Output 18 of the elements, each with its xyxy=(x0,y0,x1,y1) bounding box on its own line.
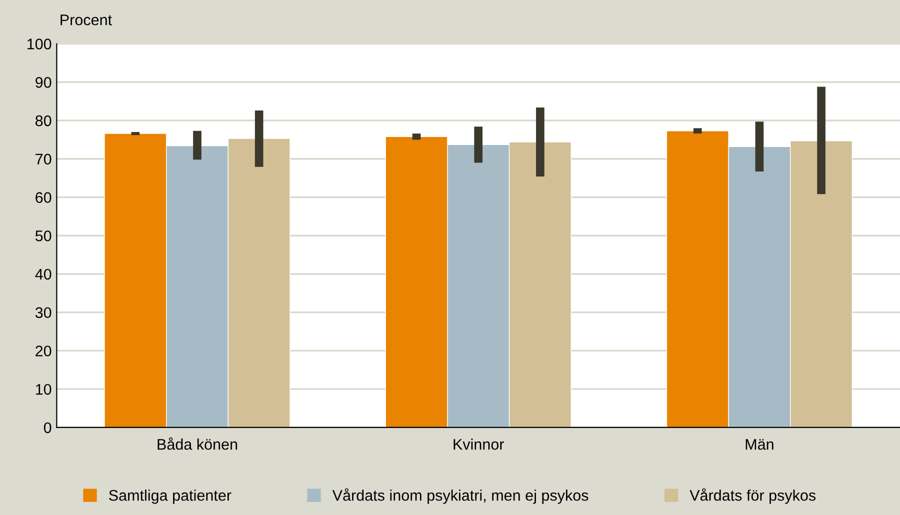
x-tick-label: Kvinnor xyxy=(454,438,504,450)
y-tick-label: 70 xyxy=(36,154,52,165)
y-tick-label: 50 xyxy=(35,230,52,242)
legend-label: Vårdats inom psykiatri, men ej psykos xyxy=(332,488,588,504)
y-axis-title: Procent xyxy=(60,14,112,26)
y-tick-label: 100 xyxy=(28,38,52,50)
y-tick-label: 30 xyxy=(35,307,52,318)
y-tick-label: 0 xyxy=(44,422,52,434)
y-tick-label: 60 xyxy=(36,192,52,203)
y-tick-label: 20 xyxy=(36,346,52,356)
legend-label: Vårdats för psykos xyxy=(690,488,816,504)
y-tick-label: 40 xyxy=(35,268,52,280)
x-tick-label: Män xyxy=(746,439,774,450)
legend-label: Samtliga patienter xyxy=(109,490,232,504)
y-tick-label: 90 xyxy=(36,77,52,88)
y-tick-label: 80 xyxy=(36,115,52,126)
y-tick-label: 10 xyxy=(36,384,52,395)
x-tick-label: Båda könen xyxy=(158,437,238,450)
